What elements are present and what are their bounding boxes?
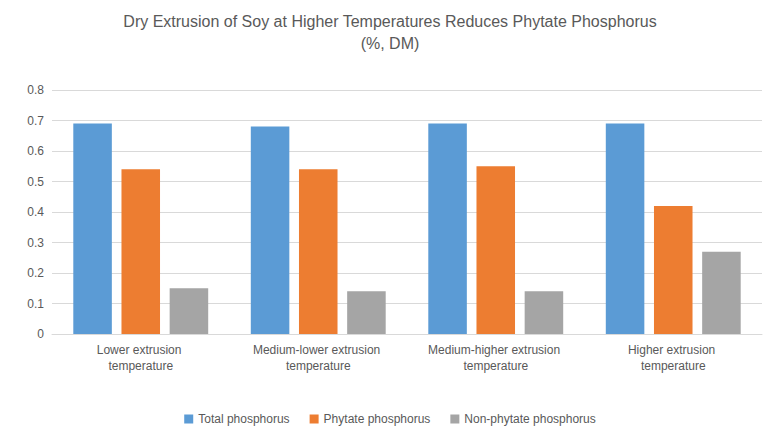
svg-text:Dry Extrusion of Soy at Higher: Dry Extrusion of Soy at Higher Temperatu… bbox=[123, 13, 656, 30]
svg-text:temperature: temperature bbox=[463, 359, 528, 373]
svg-text:0.1: 0.1 bbox=[27, 297, 44, 311]
svg-text:0.8: 0.8 bbox=[27, 83, 44, 97]
svg-text:Higher extrusion: Higher extrusion bbox=[628, 343, 719, 357]
svg-text:temperature: temperature bbox=[641, 359, 706, 373]
svg-text:Non-phytate phosphorus: Non-phytate phosphorus bbox=[464, 412, 595, 426]
svg-text:temperature: temperature bbox=[108, 359, 173, 373]
svg-text:0.3: 0.3 bbox=[27, 236, 44, 250]
svg-text:0.4: 0.4 bbox=[27, 205, 44, 219]
svg-text:0.5: 0.5 bbox=[27, 175, 44, 189]
svg-text:Medium-higher extrusion: Medium-higher extrusion bbox=[428, 343, 563, 357]
svg-text:0.6: 0.6 bbox=[27, 144, 44, 158]
svg-text:0.7: 0.7 bbox=[27, 114, 44, 128]
svg-text:Phytate phosphorus: Phytate phosphorus bbox=[324, 412, 431, 426]
svg-text:Lower extrusion: Lower extrusion bbox=[97, 343, 185, 357]
svg-text:0.2: 0.2 bbox=[27, 266, 44, 280]
svg-text:Total phosphorus: Total phosphorus bbox=[198, 412, 289, 426]
svg-text:temperature: temperature bbox=[286, 359, 351, 373]
svg-text:(%, DM): (%, DM) bbox=[361, 35, 420, 52]
svg-text:0: 0 bbox=[37, 327, 44, 341]
svg-text:Medium-lower extrusion: Medium-lower extrusion bbox=[253, 343, 384, 357]
